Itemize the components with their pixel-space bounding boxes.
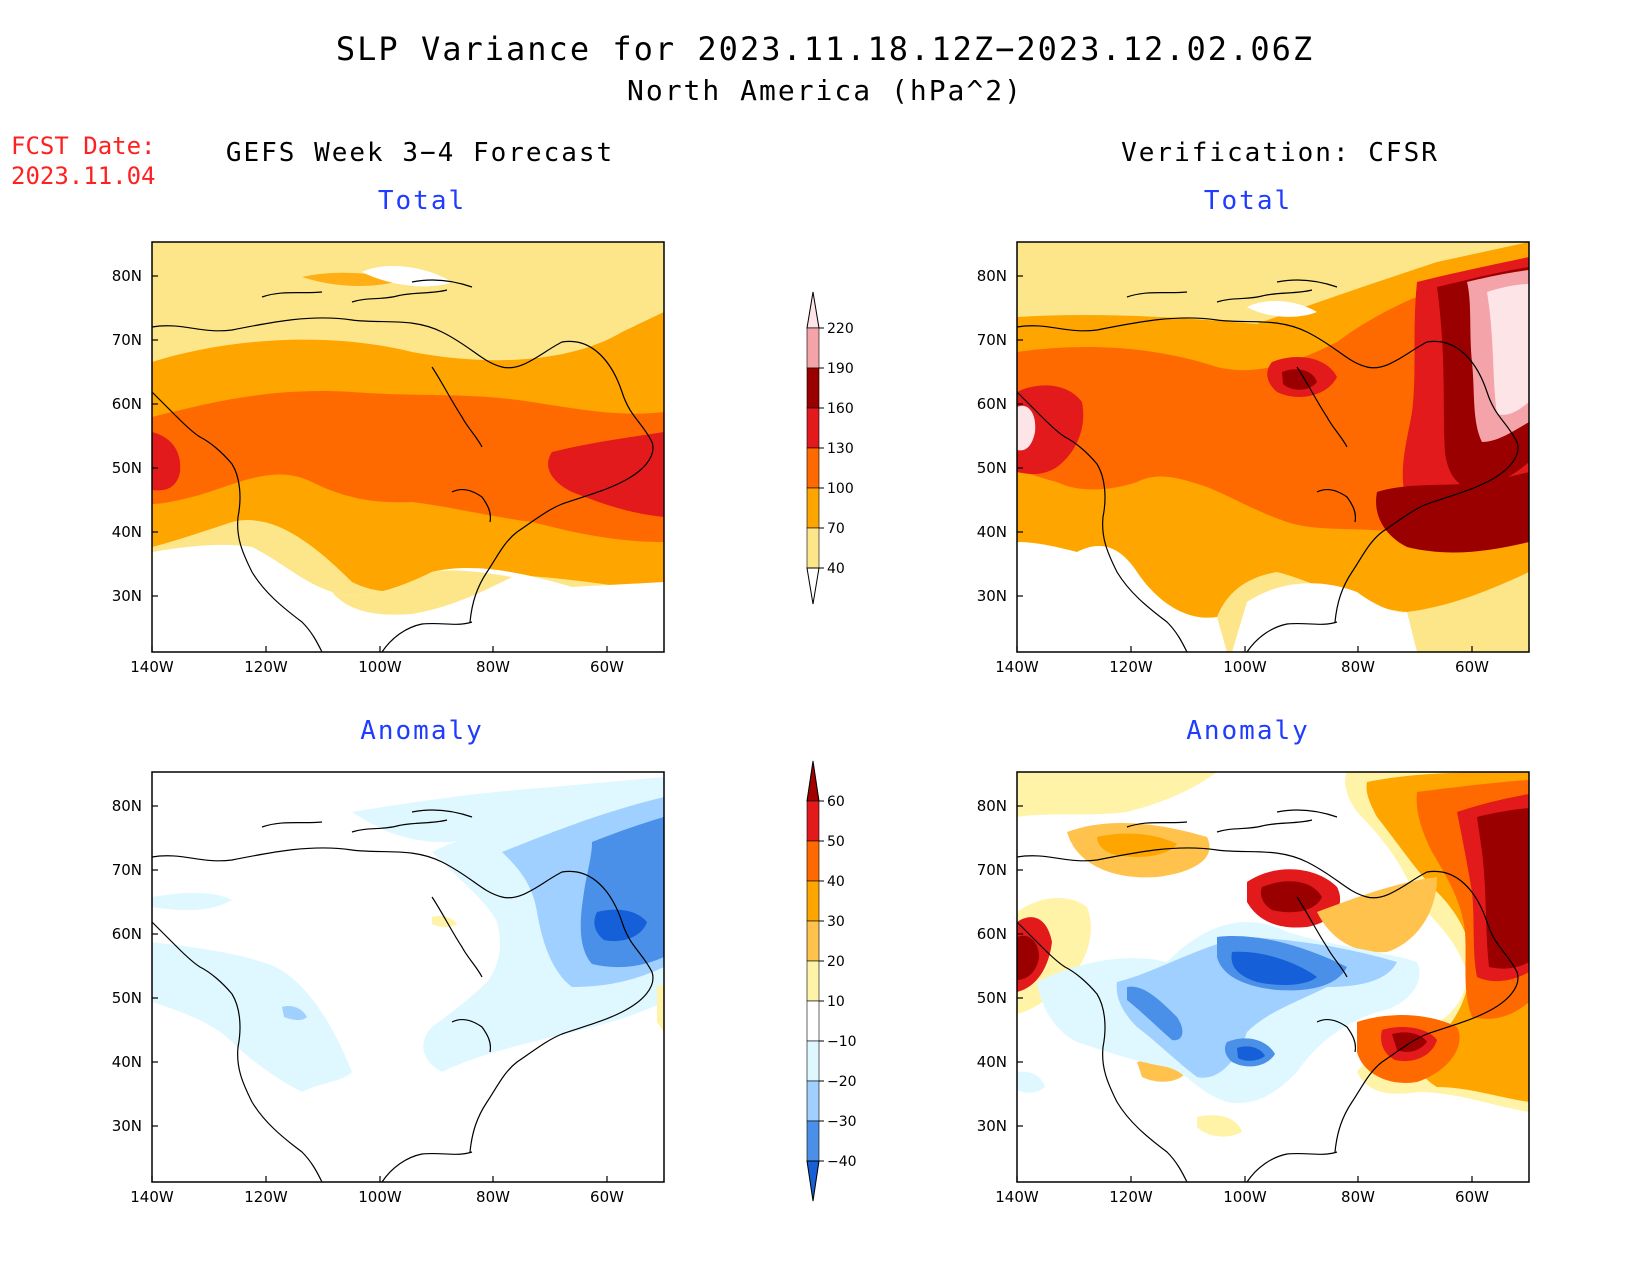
lat-tick-label: 30N [977, 587, 1007, 605]
lon-tick-label: 140W [130, 1188, 174, 1206]
colorbar-top-arrow [806, 760, 820, 802]
lat-tick-label: 50N [112, 459, 142, 477]
lat-tick-label: 40N [112, 523, 142, 541]
lat-tick-label: 70N [112, 861, 142, 879]
colorbar-bottom-arrow [806, 567, 820, 605]
lat-tick-label: 80N [112, 797, 142, 815]
lat-tick-label: 80N [977, 797, 1007, 815]
colorbar-segment [806, 1000, 820, 1042]
forecast-date-label: FCST Date: [11, 132, 156, 160]
colorbar-segment [806, 527, 820, 569]
lon-tick-label: 80W [476, 1188, 510, 1206]
colorbar-segment [806, 327, 820, 369]
lat-tick-label: 80N [112, 267, 142, 285]
lon-tick-label: 120W [1109, 1188, 1153, 1206]
colorbar-total: 220 190 160 130 100 70 40 [806, 291, 854, 605]
lon-tick-label: 80W [1341, 658, 1375, 676]
panel-title-anomaly-forecast: Anomaly [360, 716, 484, 746]
lon-tick-label: 80W [1341, 1188, 1375, 1206]
lon-tick-label: 80W [476, 658, 510, 676]
lat-tick-label: 50N [977, 459, 1007, 477]
colorbar-segment [806, 367, 820, 409]
colorbar-segment [806, 447, 820, 489]
colorbar-level-label: 100 [827, 481, 854, 497]
lat-tick-label: 40N [112, 1053, 142, 1071]
colorbar-segment [806, 1120, 820, 1162]
panel-title-anomaly-verification: Anomaly [1186, 716, 1310, 746]
colorbar-bottom-arrow [806, 1160, 820, 1202]
figure-title: SLP Variance for 2023.11.18.12Z−2023.12.… [335, 30, 1315, 68]
lat-tick-label: 70N [977, 861, 1007, 879]
right-column-title: Verification: CFSR [1121, 138, 1439, 168]
colorbar-level-label: 40 [827, 561, 845, 577]
colorbar-segment [806, 960, 820, 1002]
colorbar-anomaly: 60 50 40 30 20 10 −10 −20 −30 −40 [806, 760, 857, 1202]
colorbar-level-label: 20 [827, 954, 845, 970]
lon-tick-label: 60W [590, 1188, 624, 1206]
lon-tick-label: 140W [995, 1188, 1039, 1206]
colorbar-segment [806, 840, 820, 882]
lat-tick-label: 60N [112, 925, 142, 943]
lon-tick-label: 60W [1455, 658, 1489, 676]
colorbar-segment [806, 1080, 820, 1122]
lon-tick-label: 140W [130, 658, 174, 676]
colorbar-segment [806, 880, 820, 922]
colorbar-level-label: −30 [827, 1114, 857, 1130]
colorbar-top-arrow [806, 291, 820, 329]
colorbar-level-label: 30 [827, 914, 845, 930]
lon-tick-label: 120W [244, 658, 288, 676]
map-anomaly-verification: 140W 120W 100W 80W 60W 80N 70N 60N 50N 40N 30N [977, 771, 1530, 1206]
lon-tick-label: 60W [590, 658, 624, 676]
map-total-verification: 140W 120W 100W 80W 60W 80N 70N 60N 50N 40N 30N [977, 241, 1530, 676]
colorbar-segment [806, 800, 820, 842]
colorbar-segment [806, 920, 820, 962]
lon-tick-label: 60W [1455, 1188, 1489, 1206]
lat-tick-label: 60N [977, 395, 1007, 413]
lon-tick-label: 100W [1223, 658, 1267, 676]
lat-tick-label: 70N [112, 331, 142, 349]
lon-tick-label: 100W [1223, 1188, 1267, 1206]
lat-tick-label: 50N [112, 989, 142, 1007]
colorbar-level-label: 70 [827, 521, 845, 537]
colorbar-level-label: 40 [827, 874, 845, 890]
lon-tick-label: 100W [358, 658, 402, 676]
lon-tick-label: 140W [995, 658, 1039, 676]
lon-tick-label: 120W [1109, 658, 1153, 676]
colorbar-level-label: −10 [827, 1034, 857, 1050]
colorbar-level-label: 190 [827, 361, 854, 377]
lat-tick-label: 30N [977, 1117, 1007, 1135]
lat-tick-label: 40N [977, 1053, 1007, 1071]
figure-subtitle: North America (hPa^2) [626, 74, 1023, 107]
colorbar-level-label: −40 [827, 1154, 857, 1170]
colorbar-level-label: −20 [827, 1074, 857, 1090]
panel-title-total-verification: Total [1203, 186, 1293, 216]
lat-tick-label: 70N [977, 331, 1007, 349]
colorbar-level-label: 160 [827, 401, 854, 417]
colorbar-level-label: 10 [827, 994, 845, 1010]
forecast-date-value: 2023.11.04 [11, 162, 156, 190]
colorbar-level-label: 50 [827, 834, 845, 850]
colorbar-level-label: 220 [827, 321, 854, 337]
map-anomaly-forecast: 140W 120W 100W 80W 60W 80N 70N 60N 50N 40N 30N [112, 771, 665, 1206]
lat-tick-label: 60N [112, 395, 142, 413]
colorbar-level-label: 60 [827, 794, 845, 810]
lat-tick-label: 30N [112, 1117, 142, 1135]
lat-tick-label: 80N [977, 267, 1007, 285]
left-column-title: GEFS Week 3−4 Forecast [225, 138, 615, 168]
colorbar-segment [806, 487, 820, 529]
lat-tick-label: 30N [112, 587, 142, 605]
lon-tick-label: 100W [358, 1188, 402, 1206]
map-total-forecast: 140W 120W 100W 80W 60W 80N 70N 60N 50N 40N 30N [112, 241, 665, 676]
colorbar-segment [806, 407, 820, 449]
colorbar-segment [806, 1040, 820, 1082]
lon-tick-label: 120W [244, 1188, 288, 1206]
panel-title-total-forecast: Total [377, 186, 467, 216]
lat-tick-label: 40N [977, 523, 1007, 541]
lat-tick-label: 50N [977, 989, 1007, 1007]
colorbar-level-label: 130 [827, 441, 854, 457]
lat-tick-label: 60N [977, 925, 1007, 943]
